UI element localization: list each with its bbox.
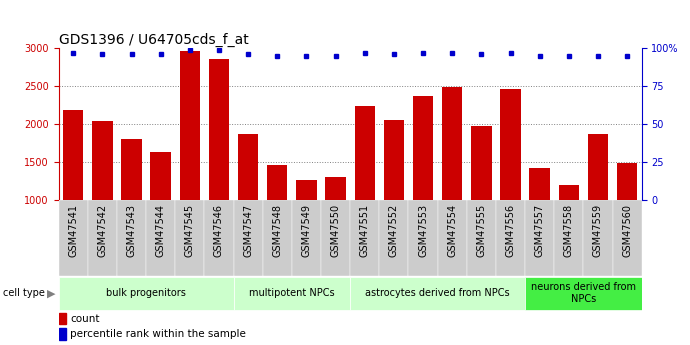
Bar	[384, 120, 404, 276]
Bar	[209, 59, 229, 276]
Bar	[529, 168, 550, 276]
Bar	[321, 200, 350, 276]
Bar	[233, 200, 263, 276]
Text: bulk progenitors: bulk progenitors	[106, 288, 186, 298]
Text: GSM47557: GSM47557	[535, 204, 544, 257]
Text: GSM47560: GSM47560	[622, 204, 632, 257]
Text: GDS1396 / U64705cds_f_at: GDS1396 / U64705cds_f_at	[59, 33, 248, 47]
Bar	[525, 277, 642, 310]
Bar	[59, 277, 233, 310]
Bar	[442, 87, 462, 276]
Text: GSM47549: GSM47549	[302, 204, 311, 257]
Text: percentile rank within the sample: percentile rank within the sample	[70, 329, 246, 339]
Bar	[355, 106, 375, 276]
Bar	[466, 200, 496, 276]
Bar	[296, 180, 317, 276]
Text: neurons derived from
NPCs: neurons derived from NPCs	[531, 283, 636, 304]
Bar	[88, 200, 117, 276]
Bar	[92, 121, 112, 276]
Bar	[525, 200, 554, 276]
Text: GSM47555: GSM47555	[476, 204, 486, 257]
Bar	[292, 200, 321, 276]
Bar	[233, 277, 351, 310]
Bar	[500, 89, 521, 276]
Bar	[238, 134, 258, 276]
Text: GSM47546: GSM47546	[214, 204, 224, 257]
Bar	[413, 96, 433, 276]
Text: count: count	[70, 314, 100, 324]
Text: GSM47559: GSM47559	[593, 204, 603, 257]
Text: GSM47547: GSM47547	[243, 204, 253, 257]
Text: cell type: cell type	[3, 288, 46, 298]
Bar	[179, 51, 200, 276]
Text: GSM47548: GSM47548	[273, 204, 282, 257]
Bar	[559, 185, 579, 276]
Bar	[267, 165, 288, 276]
Bar	[613, 200, 642, 276]
Bar	[326, 177, 346, 276]
Bar	[263, 200, 292, 276]
Text: multipotent NPCs: multipotent NPCs	[249, 288, 335, 298]
Text: GSM47542: GSM47542	[97, 204, 108, 257]
Text: GSM47551: GSM47551	[359, 204, 370, 257]
Bar	[380, 200, 408, 276]
Text: GSM47544: GSM47544	[156, 204, 166, 257]
Bar	[554, 200, 584, 276]
Bar	[588, 134, 608, 276]
Bar	[496, 200, 525, 276]
Bar	[584, 200, 613, 276]
Bar	[408, 200, 437, 276]
Bar	[63, 110, 83, 276]
Text: GSM47556: GSM47556	[506, 204, 515, 257]
Bar	[150, 151, 171, 276]
Bar	[471, 127, 491, 276]
Bar	[117, 200, 146, 276]
Bar	[59, 328, 66, 340]
Text: ▶: ▶	[47, 288, 55, 298]
Bar	[351, 277, 525, 310]
Bar	[351, 200, 380, 276]
Bar	[175, 200, 204, 276]
Text: GSM47553: GSM47553	[418, 204, 428, 257]
Text: GSM47545: GSM47545	[185, 204, 195, 257]
Text: GSM47550: GSM47550	[331, 204, 341, 257]
Text: GSM47558: GSM47558	[564, 204, 574, 257]
Text: GSM47541: GSM47541	[68, 204, 78, 257]
Bar	[437, 200, 466, 276]
Bar	[59, 200, 88, 276]
Bar	[59, 313, 66, 324]
Text: GSM47543: GSM47543	[126, 204, 137, 257]
Text: astrocytes derived from NPCs: astrocytes derived from NPCs	[365, 288, 510, 298]
Bar	[204, 200, 233, 276]
Text: GSM47554: GSM47554	[447, 204, 457, 257]
Bar	[146, 200, 175, 276]
Text: GSM47552: GSM47552	[389, 204, 399, 257]
Bar	[617, 163, 638, 276]
Bar	[121, 139, 141, 276]
